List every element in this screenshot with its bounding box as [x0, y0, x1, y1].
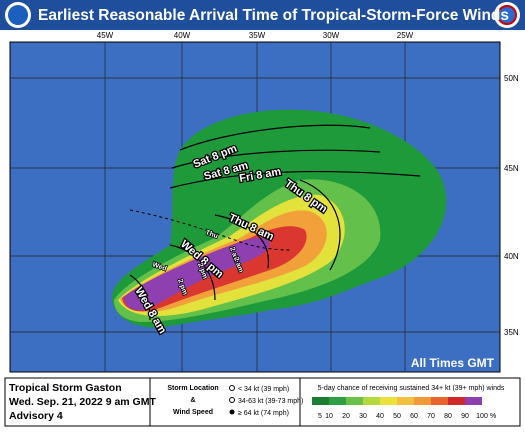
scale-cell	[431, 397, 448, 405]
title: Earliest Reasonable Arrival Time of Trop…	[38, 7, 509, 24]
scale-label: 40	[376, 413, 384, 420]
lon-label: 35W	[249, 31, 266, 40]
scale-cell	[414, 397, 431, 405]
scale-label: 20	[342, 413, 350, 420]
lat-label: 40N	[504, 252, 519, 261]
times-note: All Times GMT	[411, 356, 495, 370]
symbol-depression	[229, 385, 235, 391]
scale-cell	[380, 397, 397, 405]
lat-label: 50N	[504, 74, 519, 83]
storm-name: Tropical Storm Gaston	[9, 382, 122, 394]
contours	[129, 124, 421, 321]
wind-class: < 34 kt (39 mph)	[238, 386, 289, 393]
scale-label: 100	[476, 413, 488, 420]
scale-cell	[397, 397, 414, 405]
storm-location: Storm Location	[167, 385, 218, 392]
scale-label: 60	[410, 413, 418, 420]
ampersand: &	[190, 397, 195, 404]
scale-label: 70	[427, 413, 435, 420]
color-scale: 5 10 20 30 40 50 60 70 80 90 100%	[312, 397, 496, 420]
probability-swath	[111, 109, 447, 328]
scale-cell	[465, 397, 482, 405]
nws-logo-inner	[497, 5, 517, 25]
scale-label: 5	[318, 413, 322, 420]
lon-labels: 45W 40W 35W 30W 25W	[97, 31, 414, 40]
lon-label: 45W	[97, 31, 114, 40]
scale-cell	[346, 397, 363, 405]
scale-label: 10	[325, 413, 333, 420]
scale-cell	[448, 397, 465, 405]
advisory: Advisory 4	[9, 410, 63, 422]
symbol-hurricane	[229, 409, 235, 415]
wind-speed: Wind Speed	[173, 409, 213, 416]
lat-labels: 50N 45N 40N 35N	[504, 74, 519, 337]
scale-cell	[363, 397, 380, 405]
scale-label: 90	[461, 413, 469, 420]
issued: Wed. Sep. 21, 2022 9 am GMT	[9, 396, 156, 408]
lat-label: 45N	[504, 164, 519, 173]
scale-label: 30	[359, 413, 367, 420]
scale-label: 50	[393, 413, 401, 420]
scale-label: 80	[444, 413, 452, 420]
scale-title: 5-day chance of receiving sustained 34+ …	[318, 385, 505, 392]
scale-cell	[312, 397, 329, 405]
lat-label: 35N	[504, 328, 519, 337]
header-bar	[0, 0, 525, 30]
lon-label: 30W	[323, 31, 340, 40]
scale-cell	[329, 397, 346, 405]
lon-label: 25W	[397, 31, 414, 40]
wind-class: ≥ 64 kt (74 mph)	[238, 410, 289, 417]
lon-label: 40W	[174, 31, 191, 40]
scale-percent: %	[490, 413, 496, 420]
wind-class: 34-63 kt (39-73 mph)	[238, 398, 303, 405]
noaa-logo-inner	[8, 5, 28, 25]
symbol-storm	[229, 397, 235, 403]
